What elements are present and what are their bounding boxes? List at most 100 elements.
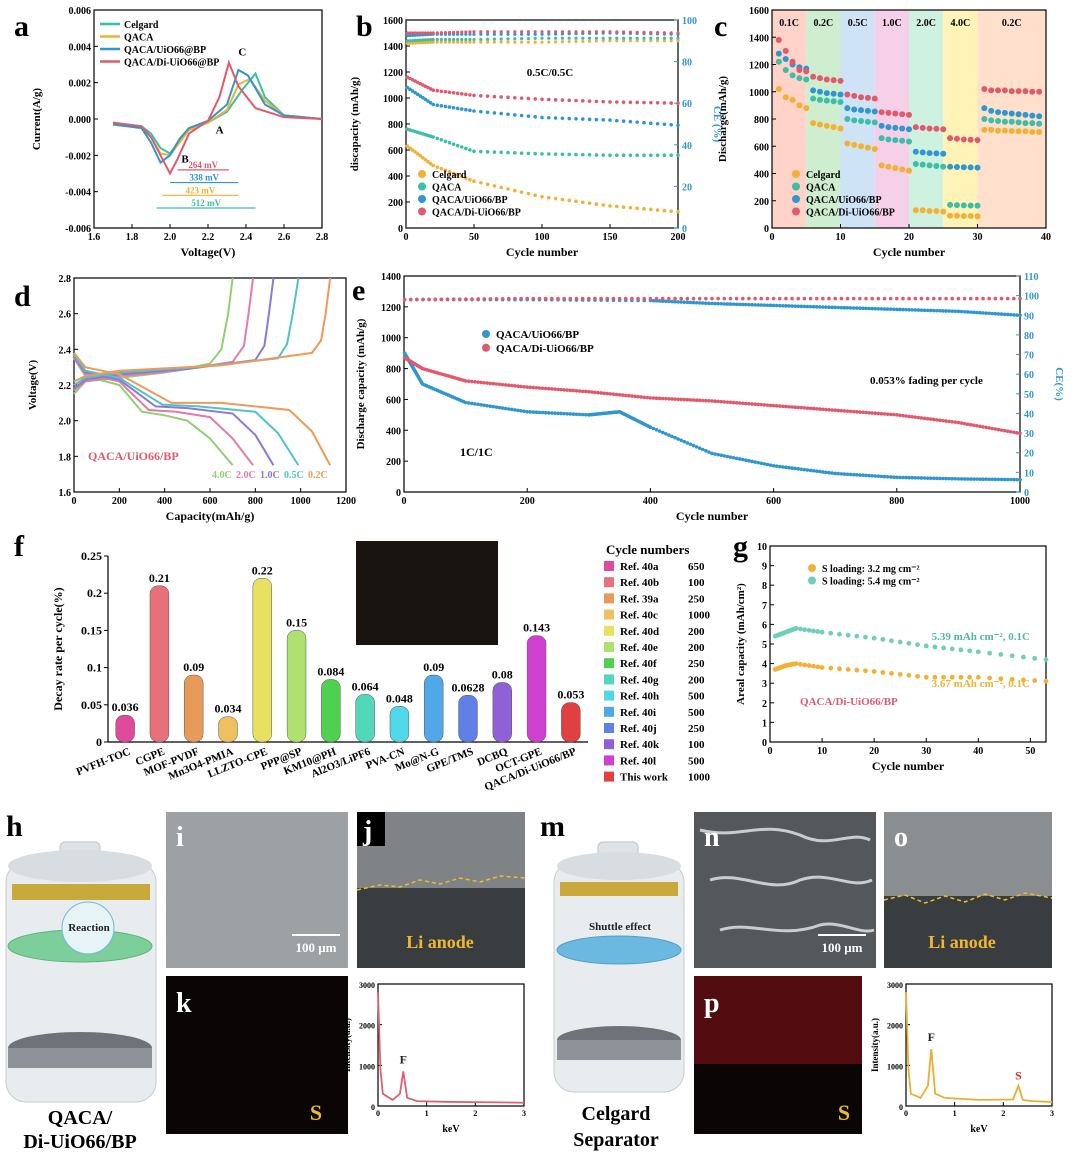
peak-label: B (181, 154, 189, 166)
rate-point (953, 202, 960, 209)
areal-point (923, 643, 929, 649)
rate-point (940, 150, 947, 157)
capacity-point (463, 400, 468, 405)
shuttle-label: Shuttle effect (589, 921, 651, 933)
rate-point (844, 140, 851, 147)
rate-point (864, 107, 871, 114)
capacity-point (537, 386, 542, 390)
gap-label: 512 mV (191, 198, 221, 208)
capacity-point (439, 138, 444, 142)
ce-point (814, 305, 819, 309)
ce-point (734, 302, 739, 307)
ce-point (688, 300, 693, 305)
ce-point (426, 38, 430, 42)
ce-point (537, 296, 542, 301)
ce-point (520, 30, 524, 34)
areal-point (815, 664, 821, 670)
ce-point (635, 39, 639, 43)
ce-point (944, 309, 948, 313)
scale-bar-i: 100 μm (296, 940, 337, 955)
y-tick-label: 1.8 (59, 452, 72, 463)
capacity-point (904, 414, 908, 418)
ce-point (468, 32, 472, 36)
capacity-point (978, 477, 982, 481)
li-anode-label-j: Li anode (406, 932, 474, 952)
x-axis-label: Voltage(V) (181, 245, 236, 259)
capacity-point (556, 387, 560, 392)
capacity-point (468, 108, 472, 113)
ce-point (423, 40, 428, 45)
capacity-point (492, 184, 497, 188)
rate-point (775, 36, 782, 43)
y-tick-label: 1000 (887, 1062, 903, 1071)
ce-point (439, 31, 443, 35)
capacity-point (753, 460, 757, 464)
rate-annotation: 1C/1C (460, 445, 493, 459)
y-tick-label: -0.004 (65, 188, 91, 199)
capacity-point (771, 403, 776, 408)
ce-point (588, 30, 592, 34)
rate-point (816, 121, 823, 128)
rate-point (912, 124, 919, 131)
ce-point (649, 36, 653, 40)
legend-cycles: 1000 (688, 772, 711, 784)
capacity-point (533, 97, 537, 101)
capacity-point (891, 412, 896, 417)
ce-point (685, 300, 690, 305)
ce-point (978, 310, 982, 315)
capacity-point (962, 477, 967, 481)
legend-marker (482, 330, 490, 338)
capacity-point (533, 115, 537, 119)
capacity-point (574, 117, 578, 121)
legend-entry: Celgard (806, 170, 841, 181)
capacity-point (944, 419, 948, 423)
ce-point (981, 311, 985, 315)
rate-point (810, 73, 817, 80)
ce-point (460, 40, 464, 44)
ce-point (526, 36, 531, 41)
capacity-point (750, 459, 754, 464)
capacity-point (519, 151, 524, 155)
rate-point (1036, 88, 1043, 95)
capacity-point (415, 152, 420, 156)
ce-point (452, 30, 456, 34)
ce-point (673, 299, 677, 304)
ce-point (608, 36, 612, 40)
capacity-point (910, 475, 914, 480)
x-tick-label: 2.8 (316, 232, 329, 243)
ce-point (669, 39, 673, 43)
y-tick-label: 0.006 (69, 6, 92, 17)
gap-label: 338 mV (189, 173, 219, 183)
rate-point (988, 107, 995, 114)
rate-point (919, 124, 926, 131)
areal-point (819, 629, 825, 635)
ce-point (649, 30, 653, 35)
ce-point (654, 296, 659, 301)
capacity-point (567, 98, 571, 103)
ce-point (472, 30, 476, 34)
decay-bar (458, 695, 478, 743)
capacity-point (935, 476, 939, 481)
ce-point (447, 30, 452, 35)
x-tick-label: 1.8 (126, 232, 139, 243)
rate-point (926, 162, 933, 169)
ce-point (854, 306, 859, 310)
capacity-point (808, 406, 813, 411)
capacity-point (435, 88, 440, 93)
ce-point (429, 31, 433, 35)
ce-point (750, 302, 754, 307)
capacity-point (485, 110, 490, 115)
capacity-point (1005, 429, 1010, 434)
capacity-point (525, 409, 529, 414)
rate-point (789, 96, 796, 103)
plot-frame (377, 983, 525, 1107)
areal-point (998, 652, 1004, 657)
schematic-h-caption-1: QACA/ (48, 1107, 113, 1129)
capacity-point (526, 114, 531, 118)
rate-point (988, 117, 995, 124)
ce-point (431, 37, 435, 42)
capacity-point (861, 473, 865, 478)
rate-point (953, 212, 960, 219)
ce-point (895, 307, 899, 312)
ce-point (836, 305, 841, 310)
